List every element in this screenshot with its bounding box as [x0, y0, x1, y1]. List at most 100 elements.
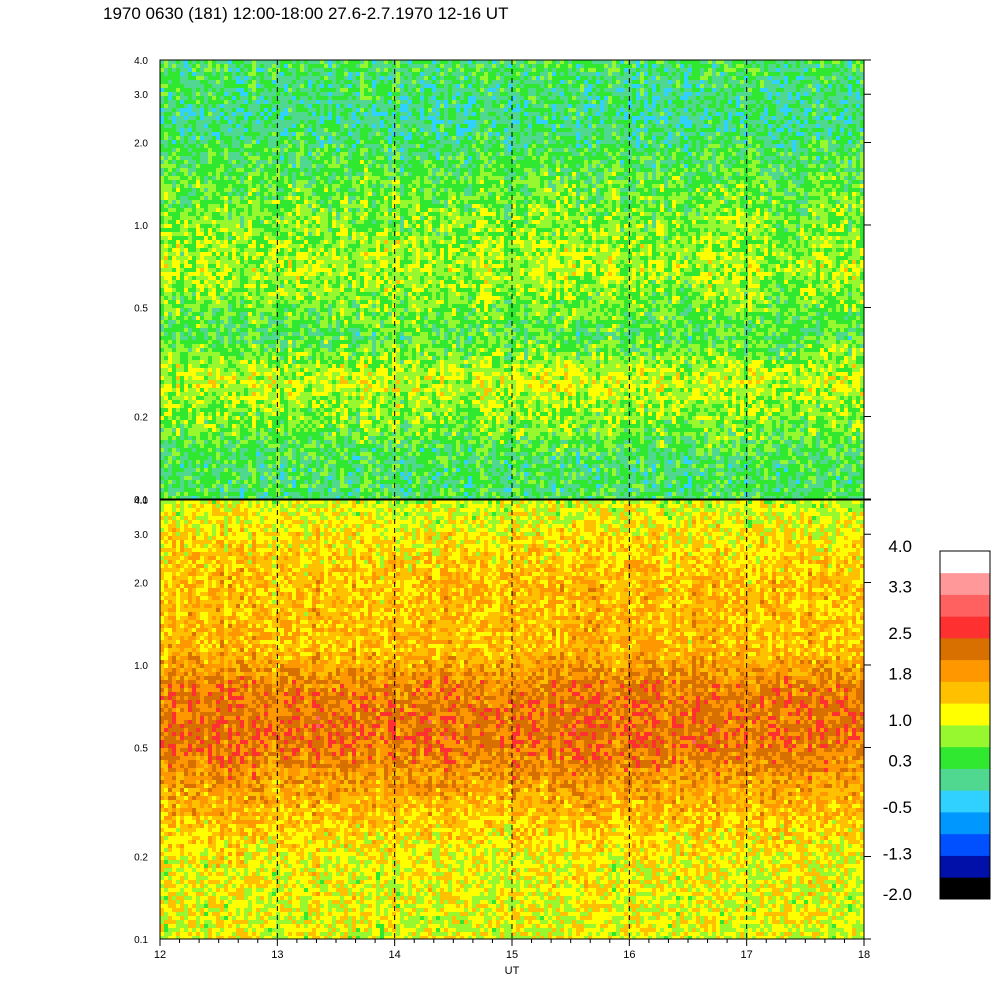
- spectrogram-cell: [240, 436, 244, 440]
- spectrogram-cell: [308, 164, 312, 168]
- spectrogram-cell: [168, 292, 172, 296]
- spectrogram-cell: [292, 288, 296, 292]
- spectrogram-cell: [204, 136, 208, 140]
- spectrogram-cell: [296, 324, 300, 328]
- spectrogram-cell: [236, 112, 240, 116]
- spectrogram-cell: [256, 336, 260, 340]
- spectrogram-cell: [252, 372, 256, 376]
- spectrogram-cell: [176, 348, 180, 352]
- spectrogram-cell: [204, 356, 208, 360]
- spectrogram-cell: [280, 448, 284, 452]
- spectrogram-cell: [292, 220, 296, 224]
- spectrogram-cell: [268, 460, 272, 464]
- spectrogram-cell: [228, 296, 232, 300]
- spectrogram-cell: [192, 336, 196, 340]
- spectrogram-cell: [228, 304, 232, 308]
- spectrogram-cell: [208, 408, 212, 412]
- spectrogram-cell: [212, 156, 216, 160]
- spectrogram-cell: [180, 320, 184, 324]
- spectrogram-cell: [192, 332, 196, 336]
- spectrogram-cell: [184, 452, 188, 456]
- spectrogram-cell: [220, 332, 224, 336]
- spectrogram-cell: [240, 456, 244, 460]
- spectrogram-cell: [168, 84, 172, 88]
- spectrogram-cell: [168, 336, 172, 340]
- spectrogram-cell: [220, 344, 224, 348]
- spectrogram-cell: [228, 476, 232, 480]
- spectrogram-cell: [272, 324, 276, 328]
- spectrogram-cell: [220, 308, 224, 312]
- spectrogram-cell: [296, 480, 300, 484]
- spectrogram-cell: [220, 396, 224, 400]
- spectrogram-cell: [228, 308, 232, 312]
- spectrogram-cell: [176, 400, 180, 404]
- spectrogram-cell: [196, 364, 200, 368]
- spectrogram-cell: [180, 192, 184, 196]
- spectrogram-cell: [232, 392, 236, 396]
- spectrogram-cell: [200, 468, 204, 472]
- spectrogram-cell: [252, 488, 256, 492]
- spectrogram-cell: [276, 348, 280, 352]
- spectrogram-cell: [172, 108, 176, 112]
- spectrogram-cell: [228, 280, 232, 284]
- spectrogram-cell: [240, 376, 244, 380]
- spectrogram-cell: [168, 492, 172, 496]
- spectrogram-cell: [252, 220, 256, 224]
- spectrogram-cell: [228, 224, 232, 228]
- spectrogram-cell: [232, 468, 236, 472]
- spectrogram-cell: [292, 304, 296, 308]
- spectrogram-cell: [236, 396, 240, 400]
- spectrogram-cell: [268, 212, 272, 216]
- spectrogram-cell: [208, 84, 212, 88]
- spectrogram-cell: [164, 164, 168, 168]
- spectrogram-cell: [252, 280, 256, 284]
- spectrogram-cell: [164, 308, 168, 312]
- spectrogram-cell: [188, 292, 192, 296]
- spectrogram-cell: [244, 332, 248, 336]
- spectrogram-cell: [208, 156, 212, 160]
- spectrogram-cell: [288, 400, 292, 404]
- spectrogram-cell: [208, 200, 212, 204]
- spectrogram-cell: [260, 80, 264, 84]
- spectrogram-cell: [252, 72, 256, 76]
- spectrogram-cell: [240, 400, 244, 404]
- spectrogram-cell: [232, 292, 236, 296]
- spectrogram-cell: [260, 468, 264, 472]
- spectrogram-cell: [188, 76, 192, 80]
- spectrogram-cell: [184, 112, 188, 116]
- spectrogram-cell: [216, 352, 220, 356]
- spectrogram-cell: [268, 292, 272, 296]
- spectrogram-cell: [252, 292, 256, 296]
- spectrogram-cell: [236, 380, 240, 384]
- spectrogram-cell: [160, 196, 164, 200]
- spectrogram-cell: [196, 224, 200, 228]
- spectrogram-cell: [180, 224, 184, 228]
- spectrogram-cell: [164, 188, 168, 192]
- spectrogram-cell: [248, 408, 252, 412]
- spectrogram-cell: [160, 300, 164, 304]
- spectrogram-cell: [164, 288, 168, 292]
- spectrogram-cell: [220, 424, 224, 428]
- spectrogram-cell: [236, 124, 240, 128]
- spectrogram-cell: [276, 336, 280, 340]
- spectrogram-cell: [264, 352, 268, 356]
- spectrogram-cell: [228, 168, 232, 172]
- spectrogram-cell: [268, 80, 272, 84]
- spectrogram-cell: [172, 440, 176, 444]
- spectrogram-cell: [304, 380, 308, 384]
- spectrogram-cell: [304, 132, 308, 136]
- spectrogram-cell: [172, 376, 176, 380]
- spectrogram-cell: [304, 140, 308, 144]
- spectrogram-cell: [244, 232, 248, 236]
- spectrogram-cell: [260, 160, 264, 164]
- spectrogram-cell: [212, 460, 216, 464]
- spectrogram-cell: [264, 176, 268, 180]
- spectrogram-cell: [168, 368, 172, 372]
- spectrogram-cell: [284, 176, 288, 180]
- spectrogram-cell: [244, 224, 248, 228]
- spectrogram-cell: [200, 344, 204, 348]
- spectrogram-cell: [232, 204, 236, 208]
- spectrogram-cell: [264, 332, 268, 336]
- spectrogram-cell: [276, 248, 280, 252]
- spectrogram-cell: [276, 92, 280, 96]
